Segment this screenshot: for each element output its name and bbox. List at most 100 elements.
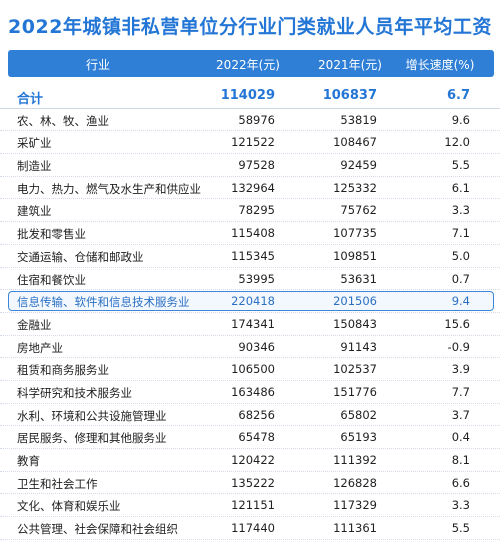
cell-2021: 92459 (340, 158, 377, 173)
cell-2021: 111392 (333, 453, 377, 467)
table-row-total: 合计 114029 106837 6.7 (0, 86, 500, 109)
cell-growth: 5.0 (451, 248, 470, 263)
cell-growth: 12.0 (444, 135, 470, 150)
cell-2021: 126828 (333, 475, 377, 490)
table-row: 批发和零售业 115408 107735 7.1 (0, 222, 500, 245)
cell-2022: 120422 (231, 453, 275, 467)
cell-2021: 65802 (340, 407, 377, 422)
cell-growth: 6.7 (446, 88, 470, 103)
cell-growth: 3.9 (451, 362, 470, 377)
cell-2021: 106837 (322, 88, 377, 103)
highlight-frame (8, 291, 494, 312)
cell-growth: 5.5 (451, 158, 470, 173)
table-row-highlighted: 信息传输、软件和信息技术服务业 220418 201506 9.4 (0, 290, 500, 313)
cell-2021: 108467 (333, 135, 377, 150)
table-row: 水利、环境和公共设施管理业 68256 65802 3.7 (0, 404, 500, 427)
cell-industry: 居民服务、修理和其他服务业 (17, 431, 167, 446)
cell-2021: 53631 (340, 271, 377, 286)
cell-2021: 53819 (340, 112, 377, 127)
cell-2022: 174341 (231, 316, 275, 331)
cell-growth: 0.7 (451, 271, 470, 286)
cell-industry: 建筑业 (17, 204, 52, 219)
page-title: 2022年城镇非私营单位分行业门类就业人员年平均工资 (8, 16, 492, 38)
cell-growth: 3.3 (451, 498, 470, 513)
table-row: 科学研究和技术服务业 163486 151776 7.7 (0, 381, 500, 404)
cell-industry: 科学研究和技术服务业 (17, 385, 132, 400)
cell-2021: 150843 (333, 316, 377, 331)
cell-2022: 68256 (238, 407, 275, 422)
cell-growth: 7.7 (451, 384, 470, 399)
cell-2021: 102537 (333, 362, 377, 377)
cell-growth: 3.3 (451, 203, 470, 218)
table-row: 卫生和社会工作 135222 126828 6.6 (0, 472, 500, 495)
cell-2021: 151776 (333, 384, 377, 399)
cell-2021: 109851 (333, 248, 377, 263)
cell-industry: 电力、热力、燃气及水生产和供应业 (17, 181, 201, 196)
table-row: 住宿和餐饮业 53995 53631 0.7 (0, 268, 500, 291)
table-row: 教育 120422 111392 8.1 (0, 449, 500, 472)
cell-industry: 租赁和商务服务业 (17, 363, 109, 378)
header-growth: 增长速度(%) (405, 58, 475, 72)
cell-2022: 114029 (220, 88, 275, 103)
cell-industry: 采矿业 (17, 136, 52, 151)
table-header: 行业 2022年(元) 2021年(元) 增长速度(%) (8, 50, 494, 77)
cell-industry: 制造业 (17, 159, 52, 174)
cell-growth: 6.1 (451, 180, 470, 195)
cell-growth: -0.9 (447, 339, 470, 354)
table-row: 金融业 174341 150843 15.6 (0, 313, 500, 336)
cell-industry: 水利、环境和公共设施管理业 (17, 408, 167, 423)
cell-growth: 3.7 (451, 407, 470, 422)
cell-industry: 卫生和社会工作 (17, 476, 98, 491)
cell-2021: 117329 (333, 498, 377, 513)
cell-2022: 121522 (231, 135, 275, 150)
cell-growth: 15.6 (444, 316, 470, 331)
cell-2022: 121151 (231, 498, 275, 513)
cell-growth: 5.5 (451, 521, 470, 536)
cell-2022: 78295 (238, 203, 275, 218)
table-row: 租赁和商务服务业 106500 102537 3.9 (0, 358, 500, 381)
header-2022: 2022年(元) (216, 58, 280, 72)
cell-2022: 106500 (231, 362, 275, 377)
cell-2022: 65478 (238, 430, 275, 445)
cell-2021: 91143 (340, 339, 377, 354)
cell-2022: 132964 (231, 180, 275, 195)
cell-2022: 220418 (231, 294, 275, 309)
cell-industry: 金融业 (17, 317, 52, 332)
table-row: 交通运输、仓储和邮政业 115345 109851 5.0 (0, 245, 500, 268)
cell-industry: 交通运输、仓储和邮政业 (17, 249, 144, 264)
cell-2022: 117440 (231, 521, 275, 536)
cell-industry: 教育 (17, 454, 40, 468)
cell-industry: 批发和零售业 (17, 227, 86, 242)
cell-industry: 公共管理、社会保障和社会组织 (17, 522, 178, 537)
cell-growth: 9.4 (451, 294, 470, 309)
cell-2022: 90346 (238, 339, 275, 354)
table-row: 文化、体育和娱乐业 121151 117329 3.3 (0, 494, 500, 518)
cell-2022: 163486 (231, 384, 275, 399)
cell-industry: 信息传输、软件和信息技术服务业 (17, 295, 190, 310)
cell-2022: 115345 (231, 248, 275, 263)
table-row: 建筑业 78295 75762 3.3 (0, 199, 500, 223)
table-row: 公共管理、社会保障和社会组织 117440 111361 5.5 (0, 517, 500, 540)
cell-2022: 135222 (231, 475, 275, 490)
cell-2022: 53995 (238, 271, 275, 286)
cell-industry: 住宿和餐饮业 (17, 272, 86, 287)
cell-industry: 农、林、牧、渔业 (17, 113, 109, 128)
cell-2022: 115408 (231, 226, 275, 241)
header-2021: 2021年(元) (318, 58, 382, 72)
table-row: 制造业 97528 92459 5.5 (0, 154, 500, 177)
cell-2022: 58976 (238, 112, 275, 127)
table-row: 房地产业 90346 91143 -0.9 (0, 336, 500, 359)
cell-growth: 9.6 (451, 112, 470, 127)
cell-2021: 65193 (340, 430, 377, 445)
cell-2021: 201506 (333, 294, 377, 309)
cell-growth: 8.1 (451, 453, 470, 467)
cell-2021: 111361 (333, 521, 377, 536)
header-industry: 行业 (86, 58, 111, 72)
cell-2021: 125332 (333, 180, 377, 195)
cell-industry: 合计 (17, 92, 44, 107)
cell-2022: 97528 (238, 158, 275, 173)
cell-2021: 107735 (333, 226, 377, 241)
table-row: 居民服务、修理和其他服务业 65478 65193 0.4 (0, 426, 500, 449)
cell-industry: 房地产业 (17, 340, 63, 355)
cell-2021: 75762 (340, 203, 377, 218)
